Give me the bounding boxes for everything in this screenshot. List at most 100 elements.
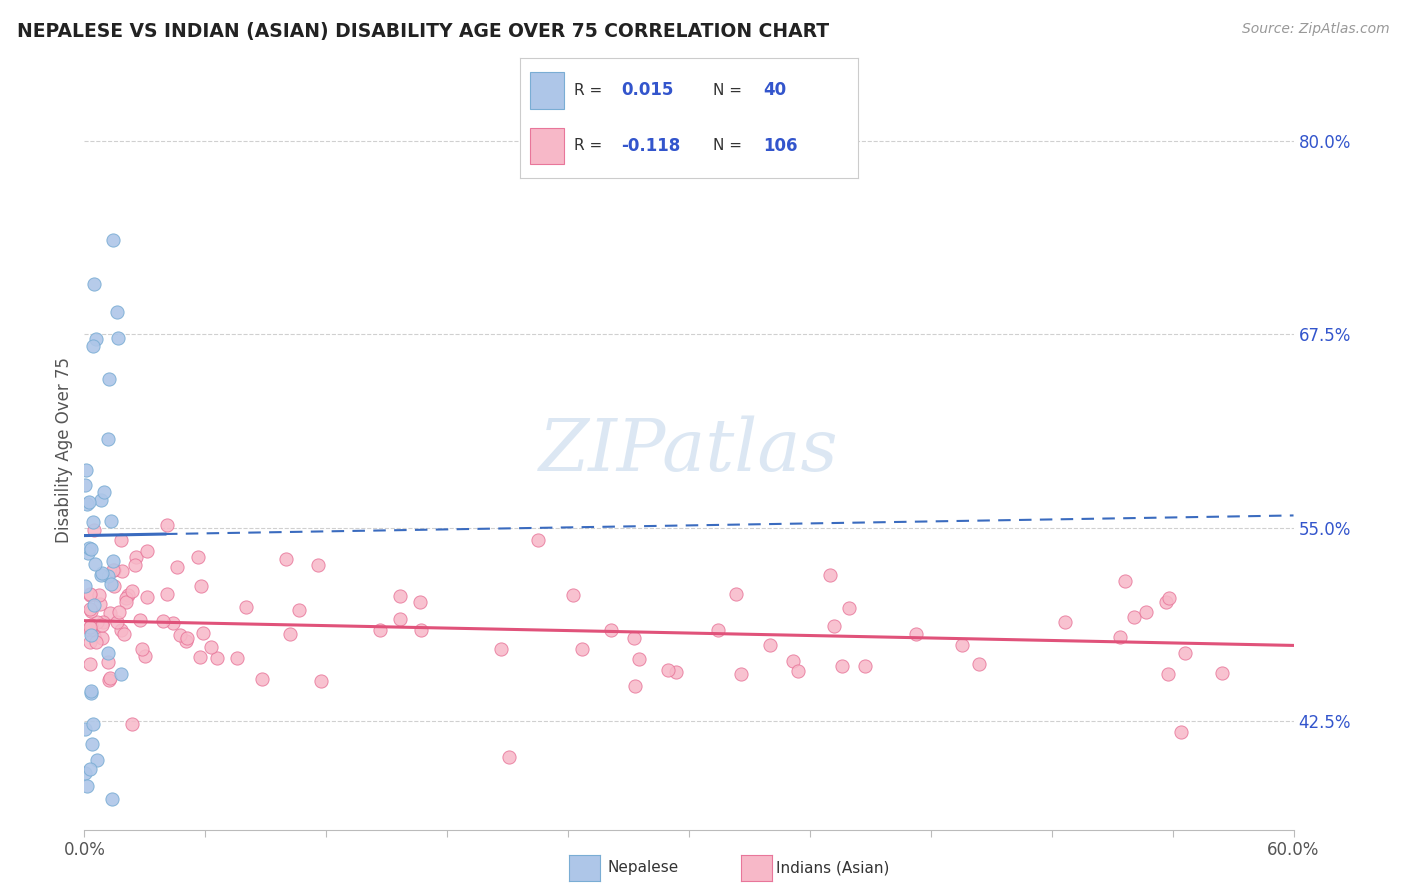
Point [115,595,138,609]
Point [82,717,104,731]
Point [79,619,101,633]
Point [83,598,105,612]
Point [135,590,157,604]
Text: 40: 40 [763,81,786,100]
Point [1170,725,1192,739]
Point [76,780,98,794]
Point [84,557,107,571]
Point [124,558,146,573]
Point [79,657,101,671]
Point [155,586,177,600]
Point [93,484,115,499]
Point [409,624,432,638]
Point [787,665,810,679]
Point [121,717,143,731]
Point [489,642,512,657]
Point [823,618,845,632]
Point [1156,667,1178,681]
Point [97,432,120,446]
Point [80,618,103,632]
Point [97,646,120,660]
Point [77,541,100,555]
Point [623,632,645,646]
Point [307,558,329,573]
Point [831,659,853,673]
Point [86,332,108,346]
Point [90,617,112,632]
Point [1122,609,1144,624]
Point [80,738,103,752]
Point [1174,647,1197,661]
Point [905,627,928,641]
Point [1135,605,1157,619]
Point [225,650,247,665]
Point [121,583,143,598]
Text: R =: R = [574,83,602,98]
Point [98,371,121,385]
Point [135,544,157,558]
Point [838,600,860,615]
Point [93,615,115,629]
Point [628,652,651,666]
Point [98,671,121,685]
Point [83,524,105,538]
Text: ZIPatlas: ZIPatlas [538,415,839,486]
Point [105,615,128,629]
Point [724,587,747,601]
Point [288,603,311,617]
Point [80,604,103,618]
Point [1114,574,1136,588]
Point [235,599,257,614]
Point [134,649,156,664]
Point [100,514,122,528]
Point [83,629,105,643]
Point [108,605,131,619]
Point [90,493,112,508]
Point [117,588,139,602]
Point [101,233,124,247]
Point [526,533,548,547]
Point [599,623,621,637]
Point [76,497,98,511]
Text: Source: ZipAtlas.com: Source: ZipAtlas.com [1241,22,1389,37]
Point [86,753,108,767]
Point [176,631,198,645]
Point [1054,615,1077,629]
Point [624,679,647,693]
Point [657,663,679,677]
Text: R =: R = [574,138,602,153]
Point [91,632,114,646]
Point [1157,591,1180,605]
Point [169,627,191,641]
Point [782,654,804,668]
Text: 0.015: 0.015 [621,81,673,100]
Point [409,595,432,609]
Text: Nepalese: Nepalese [607,861,679,875]
Point [156,517,179,532]
Point [89,597,111,611]
Point [79,635,101,649]
Point [707,623,730,637]
Point [107,331,129,345]
Text: -0.118: -0.118 [621,136,681,155]
Point [111,564,134,578]
Point [79,763,101,777]
Point [100,791,122,805]
Point [950,638,973,652]
Point [80,683,103,698]
Point [162,615,184,630]
Point [103,563,125,577]
Point [730,666,752,681]
Point [278,627,301,641]
Point [193,626,215,640]
Point [80,685,103,699]
Point [498,750,520,764]
Text: NEPALESE VS INDIAN (ASIAN) DISABILITY AGE OVER 75 CORRELATION CHART: NEPALESE VS INDIAN (ASIAN) DISABILITY AG… [17,22,830,41]
Point [571,641,593,656]
Point [90,566,112,580]
Point [166,560,188,574]
Point [98,606,121,620]
Point [129,613,152,627]
Text: Indians (Asian): Indians (Asian) [776,861,890,875]
Point [112,626,135,640]
